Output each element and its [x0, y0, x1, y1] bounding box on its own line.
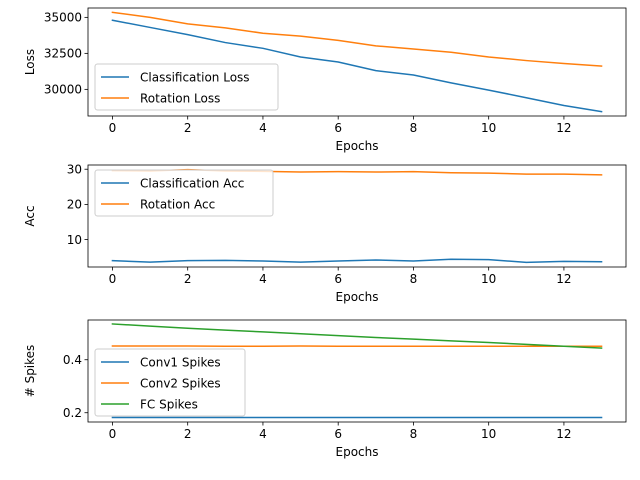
subplot-1: 0 2 4 6 8 10 12 30000 32500 35000 Epochs Loss Classi…: [23, 7, 627, 153]
legend-entry: Rotation Loss: [140, 91, 220, 105]
legend-box: [94, 63, 279, 111]
subplot-2: 0 2 4 6 8 10 12 10 20 30 Epochs Acc Classification A…: [23, 163, 627, 304]
axes-frame: [87, 164, 627, 268]
legend: Classification Loss Rotation Loss: [94, 63, 279, 111]
x-tick-label: 10: [481, 272, 496, 286]
x-tick-label: 6: [334, 272, 342, 286]
x-tick-label: 10: [481, 427, 496, 441]
axes-frame: [87, 319, 627, 423]
x-tick-label: 12: [556, 427, 571, 441]
x-tick-label: 4: [259, 272, 267, 286]
legend-box: [94, 348, 246, 417]
series-line-2-1: [111, 258, 603, 264]
y-tick-label: 0.2: [63, 406, 82, 420]
x-tick-label: 8: [410, 427, 418, 441]
series-line-1-2: [111, 11, 603, 67]
y-tick-label: 0.4: [63, 353, 82, 367]
x-tick-label: 12: [556, 272, 571, 286]
x-tick-label: 8: [410, 121, 418, 135]
x-tick-label: 2: [184, 121, 192, 135]
y-tick-label: 35000: [44, 11, 82, 25]
series-line-3-3: [111, 323, 603, 349]
y-tick-label: 30: [67, 163, 82, 177]
x-tick-label: 2: [184, 427, 192, 441]
x-axis-label: Epochs: [336, 290, 379, 304]
y-axis-label: Acc: [23, 205, 37, 226]
x-tick-label: 12: [556, 121, 571, 135]
legend-entry: Conv1 Spikes: [140, 355, 221, 369]
y-axis-label: # Spikes: [23, 345, 37, 398]
y-tick-label: 30000: [44, 83, 82, 97]
x-axis-label: Epochs: [336, 139, 379, 153]
x-axis-label: Epochs: [336, 445, 379, 459]
x-tick-label: 6: [334, 121, 342, 135]
axes-frame: [87, 7, 627, 117]
legend-box: [94, 169, 274, 217]
y-tick-label: 10: [67, 233, 82, 247]
legend-entry: Rotation Acc: [140, 197, 215, 211]
subplot-3: 0 2 4 6 8 10 12 0.2 0.4 Epochs # Spikes Conv1 Spike…: [23, 319, 627, 459]
y-tick-label: 20: [67, 198, 82, 212]
legend-entry: Classification Loss: [140, 70, 250, 84]
x-tick-label: 2: [184, 272, 192, 286]
series-line-1-1: [111, 19, 603, 113]
legend-entry: Conv2 Spikes: [140, 376, 221, 390]
x-tick-label: 6: [334, 427, 342, 441]
x-tick-label: 8: [410, 272, 418, 286]
x-tick-label: 0: [109, 427, 117, 441]
legend: Classification Acc Rotation Acc: [94, 169, 274, 217]
x-tick-label: 4: [259, 427, 267, 441]
x-tick-label: 4: [259, 121, 267, 135]
x-tick-label: 10: [481, 121, 496, 135]
y-axis-label: Loss: [23, 49, 37, 75]
legend: Conv1 Spikes Conv2 Spikes FC Spikes: [94, 348, 246, 417]
legend-entry: FC Spikes: [140, 397, 198, 411]
legend-entry: Classification Acc: [140, 176, 244, 190]
y-tick-label: 32500: [44, 47, 82, 61]
x-tick-label: 0: [109, 272, 117, 286]
x-tick-label: 0: [109, 121, 117, 135]
